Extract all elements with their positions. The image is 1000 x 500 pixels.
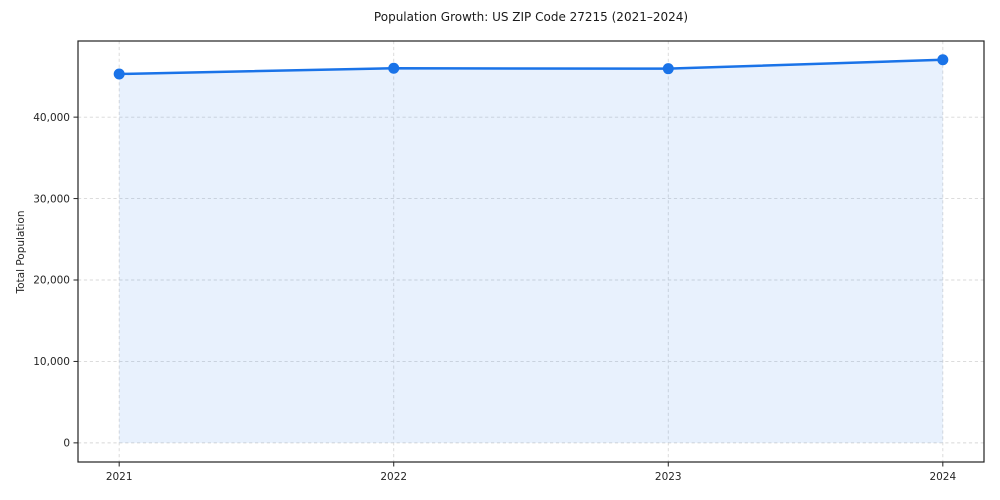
data-point-marker	[388, 62, 400, 74]
x-tick-label: 2024	[929, 471, 956, 483]
data-point-marker	[937, 54, 949, 66]
y-tick-label: 40,000	[33, 112, 70, 124]
y-tick-label: 10,000	[33, 356, 70, 368]
x-tick-label: 2021	[106, 471, 133, 483]
x-tick-label: 2023	[655, 471, 682, 483]
x-tick-label: 2022	[380, 471, 407, 483]
y-tick-label: 30,000	[33, 193, 70, 205]
area-fill	[119, 59, 943, 443]
chart-title: Population Growth: US ZIP Code 27215 (20…	[373, 10, 689, 24]
data-point-marker	[113, 68, 125, 80]
series-line	[117, 58, 945, 76]
y-tick-label: 0	[63, 438, 70, 450]
plot-border	[77, 40, 985, 463]
y-tick-label: 20,000	[33, 275, 70, 287]
data-point-marker	[662, 63, 674, 75]
